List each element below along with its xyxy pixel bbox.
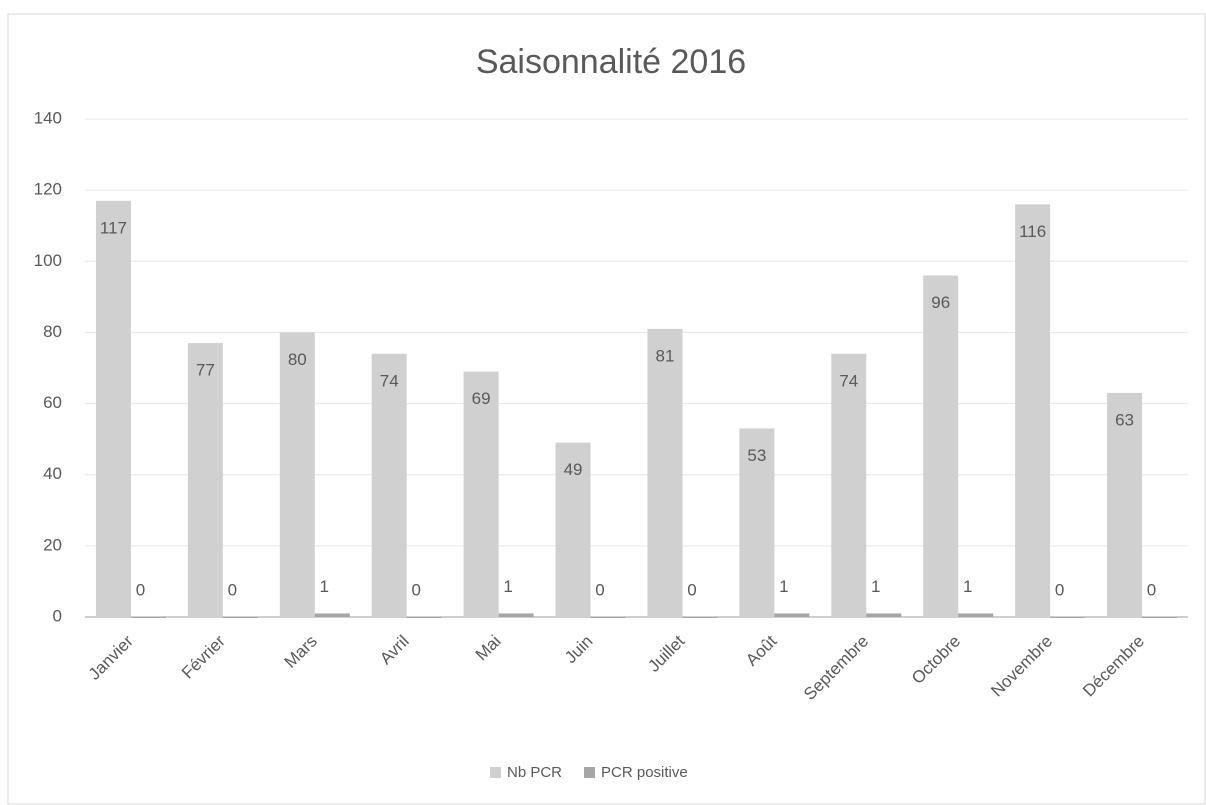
data-label: 69 — [472, 389, 491, 408]
y-tick-label: 120 — [34, 180, 62, 199]
bar — [130, 617, 166, 618]
data-label: 117 — [100, 218, 127, 237]
data-label: 81 — [655, 346, 674, 365]
bar — [831, 353, 867, 617]
bar — [923, 275, 959, 617]
data-label: 0 — [136, 580, 145, 599]
bar — [463, 371, 499, 617]
bar — [95, 200, 131, 618]
data-label: 0 — [595, 580, 604, 599]
data-label: 74 — [839, 371, 858, 390]
data-label: 49 — [564, 460, 583, 479]
legend-swatch — [584, 767, 596, 778]
bar — [371, 353, 407, 617]
data-label: 0 — [411, 580, 420, 599]
bar — [647, 328, 683, 617]
data-label: 77 — [196, 361, 215, 380]
y-tick-label: 140 — [34, 108, 62, 127]
legend-swatch — [490, 767, 501, 778]
y-tick-label: 20 — [43, 535, 62, 554]
bar — [406, 617, 442, 618]
legend-label: Nb PCR — [507, 764, 562, 781]
data-label: 1 — [963, 577, 972, 596]
bar — [1050, 617, 1086, 618]
y-tick-label: 60 — [43, 393, 62, 412]
bar — [590, 617, 626, 618]
data-label: 63 — [1115, 410, 1134, 429]
legend-label: PCR positive — [601, 764, 688, 781]
data-label: 80 — [288, 350, 307, 369]
chart-title: Saisonnalité 2016 — [476, 43, 746, 81]
bar — [1142, 617, 1178, 618]
bar — [958, 613, 994, 617]
bar — [774, 613, 810, 617]
bar — [187, 343, 223, 617]
bar — [279, 332, 315, 617]
data-label: 0 — [1055, 580, 1064, 599]
data-label: 1 — [779, 577, 788, 596]
data-label: 1 — [871, 577, 880, 596]
bar — [1107, 392, 1143, 617]
bar — [682, 617, 718, 618]
data-label: 0 — [687, 580, 696, 599]
y-tick-label: 80 — [43, 322, 62, 341]
bar — [314, 613, 350, 617]
bar — [739, 428, 775, 617]
y-tick-label: 0 — [53, 606, 62, 625]
bar — [1015, 204, 1051, 617]
bar — [498, 613, 534, 617]
y-tick-label: 100 — [34, 251, 62, 270]
bar — [222, 617, 258, 618]
data-label: 96 — [931, 293, 950, 312]
data-label: 0 — [228, 580, 237, 599]
y-tick-label: 40 — [43, 464, 62, 483]
data-label: 1 — [503, 577, 512, 596]
bar — [555, 442, 591, 617]
data-label: 74 — [380, 371, 399, 390]
data-label: 0 — [1147, 580, 1156, 599]
data-label: 53 — [747, 446, 766, 465]
bar — [866, 613, 902, 617]
data-label: 1 — [320, 577, 329, 596]
data-label: 116 — [1019, 222, 1046, 241]
